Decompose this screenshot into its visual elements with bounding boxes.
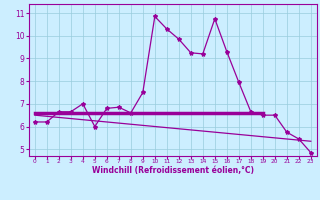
X-axis label: Windchill (Refroidissement éolien,°C): Windchill (Refroidissement éolien,°C) [92,166,254,175]
